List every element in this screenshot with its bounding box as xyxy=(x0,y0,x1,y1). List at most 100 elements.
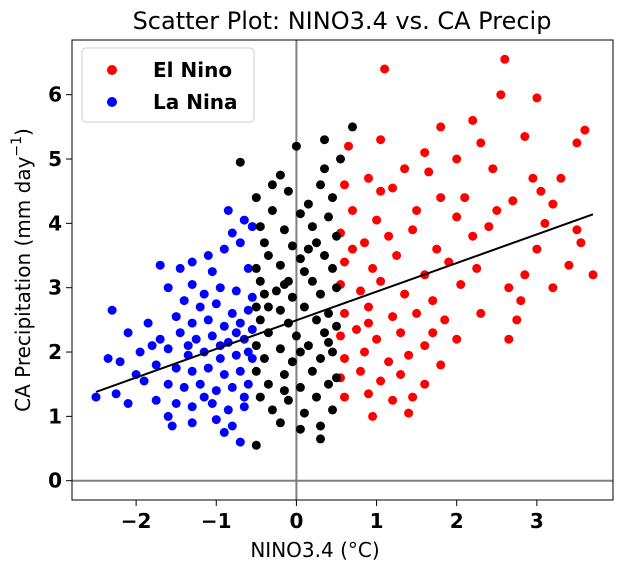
data-point xyxy=(155,334,165,344)
legend: El Nino La Nina xyxy=(81,47,255,123)
data-point xyxy=(187,418,197,428)
data-point xyxy=(279,370,289,379)
x-tick-label: 3 xyxy=(530,509,544,533)
data-point xyxy=(324,379,333,389)
data-point xyxy=(528,173,538,183)
data-point xyxy=(111,389,121,399)
data-point xyxy=(420,148,430,158)
x-axis: −2 −1 0 1 2 3 xyxy=(121,500,544,533)
data-point xyxy=(211,415,221,425)
data-point xyxy=(496,90,506,100)
y-axis-label-superscript: −1 xyxy=(9,136,25,157)
plot-frame xyxy=(71,39,614,501)
data-point xyxy=(243,347,253,357)
data-point xyxy=(436,360,446,370)
data-point xyxy=(223,206,233,215)
data-point xyxy=(275,170,285,180)
data-point xyxy=(207,331,217,341)
data-point xyxy=(400,289,410,299)
data-point xyxy=(348,206,357,215)
data-point xyxy=(187,257,197,267)
data-point xyxy=(219,370,229,379)
data-point xyxy=(203,363,213,373)
data-point xyxy=(384,231,394,241)
data-point xyxy=(372,215,382,225)
data-point xyxy=(332,321,341,331)
data-point xyxy=(295,347,305,357)
data-point xyxy=(360,238,369,248)
data-point xyxy=(267,405,277,415)
data-point xyxy=(376,376,386,386)
data-point xyxy=(303,199,313,209)
data-point xyxy=(123,328,133,338)
data-point xyxy=(364,318,373,328)
data-point xyxy=(460,193,470,203)
data-point xyxy=(199,289,209,299)
data-point xyxy=(295,382,305,392)
data-point xyxy=(123,399,133,408)
data-point xyxy=(452,154,462,164)
data-point xyxy=(163,283,173,293)
data-point xyxy=(171,399,181,408)
data-point xyxy=(452,212,462,222)
data-point xyxy=(227,382,237,392)
data-point xyxy=(175,328,185,338)
data-point xyxy=(348,244,357,254)
data-point xyxy=(468,115,478,125)
data-point xyxy=(332,283,341,293)
data-point xyxy=(251,366,261,376)
data-point xyxy=(520,270,530,280)
data-point xyxy=(508,196,518,206)
data-point xyxy=(251,440,261,450)
data-point xyxy=(195,379,205,389)
data-point xyxy=(227,228,237,238)
regression-line xyxy=(95,213,594,393)
data-point xyxy=(179,296,189,306)
y-tick-label: 4 xyxy=(48,211,62,235)
data-point xyxy=(572,225,582,235)
x-tick-label: 0 xyxy=(289,509,303,533)
data-point xyxy=(572,138,582,148)
legend-marker-el-nino xyxy=(107,65,117,75)
data-point xyxy=(312,392,321,402)
data-point xyxy=(500,54,510,64)
data-point xyxy=(259,289,269,299)
data-point xyxy=(295,254,305,264)
data-point xyxy=(187,402,197,412)
x-axis-label: NINO3.4 (°C) xyxy=(250,538,379,562)
data-point xyxy=(320,328,329,338)
data-point xyxy=(171,363,181,373)
data-point xyxy=(283,395,293,405)
data-point xyxy=(536,186,546,196)
data-point xyxy=(532,244,542,254)
data-point xyxy=(151,395,161,405)
data-point xyxy=(396,370,406,379)
data-point xyxy=(420,379,430,389)
data-point xyxy=(580,125,590,135)
data-point xyxy=(163,411,173,421)
data-point xyxy=(396,328,406,338)
data-point xyxy=(364,173,373,183)
data-point xyxy=(147,341,157,351)
data-point xyxy=(516,296,526,306)
data-point xyxy=(428,296,438,306)
data-point xyxy=(476,308,486,318)
data-point xyxy=(219,321,229,331)
y-axis-label-close: ) xyxy=(11,128,35,136)
data-point xyxy=(219,244,229,254)
data-point xyxy=(247,354,257,363)
data-point xyxy=(291,141,301,151)
data-point xyxy=(340,180,349,190)
data-point xyxy=(295,424,305,434)
data-point xyxy=(187,280,197,289)
data-point xyxy=(428,328,438,338)
data-point xyxy=(155,260,165,270)
data-point xyxy=(520,132,530,141)
data-point xyxy=(291,331,301,341)
data-point xyxy=(420,341,430,351)
data-point xyxy=(316,354,325,363)
y-tick-label: 0 xyxy=(48,469,62,493)
data-point xyxy=(267,206,277,215)
data-point xyxy=(472,263,482,273)
